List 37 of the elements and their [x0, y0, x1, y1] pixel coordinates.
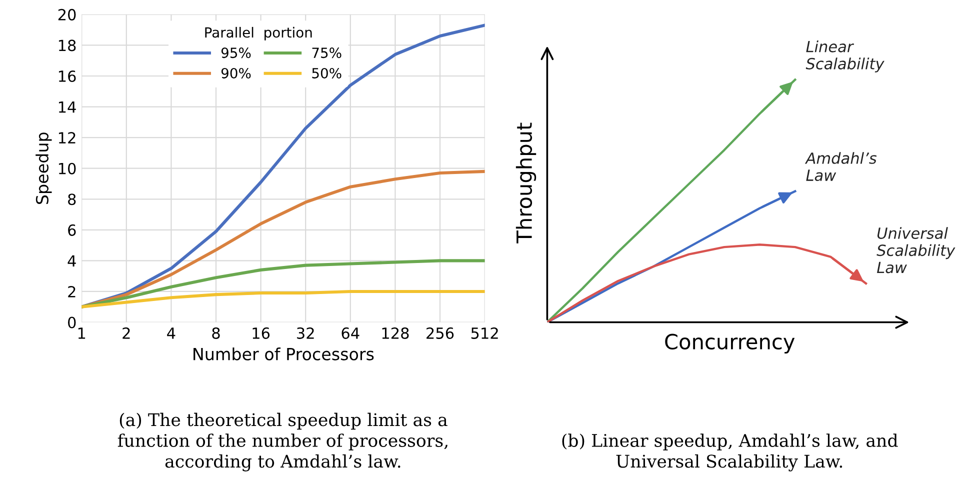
x-tick-label: 16: [252, 327, 270, 339]
text: (b) Linear speedup, Amdahl’s law, and Universal Scalability Law.: [562, 434, 898, 472]
y-tick-label: 14: [58, 101, 76, 113]
x-tick-label: 2: [122, 327, 130, 339]
y-tick-label: 20: [58, 8, 76, 20]
y-tick-label: 10: [58, 162, 76, 174]
y-axis-title: Speedup: [36, 132, 52, 204]
x-tick-label: 64: [342, 327, 360, 339]
legend-label: 75%: [312, 48, 342, 58]
series-label: Amdahl’s Law: [804, 152, 877, 182]
series-label: Universal Scalability Law: [876, 227, 956, 274]
y-tick-label: 8: [68, 194, 76, 206]
legend-label: 50%: [312, 68, 342, 78]
x-tick-label: 256: [426, 327, 454, 339]
y-tick-label: 6: [68, 224, 76, 236]
x-tick-label: 128: [382, 327, 409, 339]
x-axis-title: Concurrency: [665, 334, 795, 354]
line-series: [82, 290, 485, 308]
x-tick-label: 32: [297, 327, 314, 339]
x-tick-label: 8: [212, 327, 220, 339]
line-series: [82, 259, 485, 308]
y-tick-label: 12: [58, 132, 76, 144]
x-tick-label: 4: [167, 328, 176, 339]
y-tick-label: 2: [68, 286, 76, 298]
y-axis-title: Throughput: [516, 122, 536, 244]
series-label: Linear Scalability: [806, 40, 884, 72]
y-tick-label: 0: [68, 316, 76, 328]
x-tick-label: 1: [78, 328, 86, 339]
text: (a) The theoretical speedup limit as a function of the number of processors, according to Amdahl’s law.: [118, 412, 448, 472]
legend-label: 90%: [221, 68, 251, 78]
x-axis-title: Number of Processors: [194, 347, 374, 360]
legend-title: Parallel portion: [205, 26, 312, 40]
y-tick-label: 4: [68, 255, 76, 267]
x-tick-label: 512: [471, 327, 498, 339]
y-tick-label: 16: [58, 70, 76, 82]
y-tick-label: 18: [58, 40, 76, 52]
legend-label: 95%: [221, 48, 251, 58]
